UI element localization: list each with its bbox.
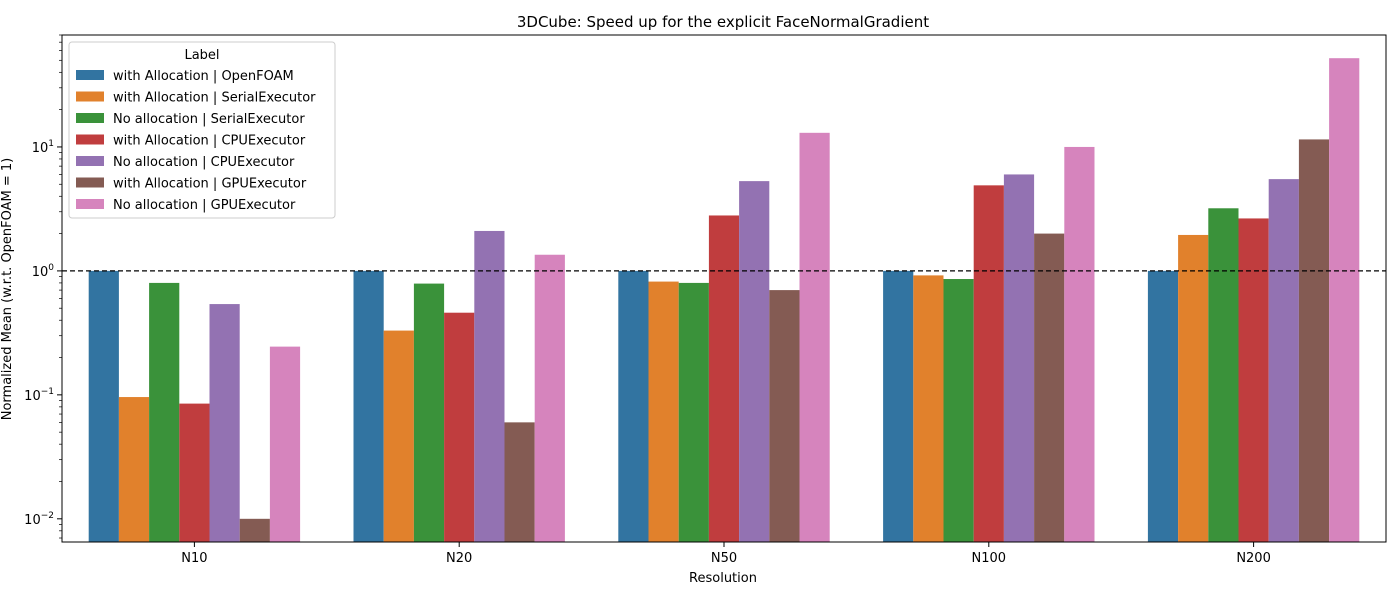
y-tick-label: 100 xyxy=(32,263,55,280)
legend-entry: with Allocation | SerialExecutor xyxy=(76,91,316,106)
bar xyxy=(534,254,565,543)
legend-swatch xyxy=(76,134,104,145)
bar xyxy=(1268,179,1299,543)
x-tick-label: N10 xyxy=(181,551,207,566)
legend-entry: No allocation | GPUExecutor xyxy=(76,198,296,213)
bar xyxy=(883,270,914,542)
bar xyxy=(353,270,384,542)
bar xyxy=(239,518,270,542)
legend-label: with Allocation | GPUExecutor xyxy=(113,177,307,192)
bar xyxy=(444,312,475,542)
bar xyxy=(708,215,740,542)
bar xyxy=(504,422,535,542)
y-tick-exponent: 1 xyxy=(48,139,54,149)
y-tick-base: 10 xyxy=(32,265,49,280)
bar xyxy=(149,282,180,542)
bar xyxy=(1178,234,1209,542)
bar xyxy=(118,397,150,542)
bar xyxy=(1329,58,1360,542)
bar xyxy=(913,275,944,542)
bars-group xyxy=(88,58,1360,543)
bar xyxy=(769,290,800,542)
bar xyxy=(269,346,301,542)
bar xyxy=(1238,218,1269,542)
legend-frame xyxy=(68,41,336,219)
y-tick-label: 101 xyxy=(32,139,54,156)
x-axis-label: Resolution xyxy=(689,571,757,586)
legend-swatch xyxy=(76,113,104,123)
x-axis: N10 N20 N50 N100 N200 xyxy=(181,542,1271,566)
legend-entry: with Allocation | GPUExecutor xyxy=(76,177,307,192)
bar xyxy=(973,185,1004,542)
x-tick-label: N200 xyxy=(1236,551,1271,566)
bar xyxy=(648,281,679,542)
legend-entry: No allocation | SerialExecutor xyxy=(76,112,305,127)
legend-label: with Allocation | CPUExecutor xyxy=(113,134,306,149)
bar xyxy=(678,282,709,542)
bar xyxy=(618,270,649,542)
y-tick-exponent: −2 xyxy=(41,511,54,521)
y-tick-exponent: −1 xyxy=(41,387,54,397)
x-tick-label: N50 xyxy=(711,551,737,566)
bar xyxy=(474,230,505,543)
chart-title: 3DCube: Speed up for the explicit FaceNo… xyxy=(517,13,929,31)
bar xyxy=(739,181,770,542)
bar xyxy=(383,330,414,542)
x-tick-label: N100 xyxy=(972,551,1007,566)
bar xyxy=(799,132,830,542)
legend-entry: with Allocation | CPUExecutor xyxy=(76,134,306,149)
y-tick-exponent: 0 xyxy=(48,263,54,273)
legend-label: No allocation | SerialExecutor xyxy=(113,112,305,127)
bar xyxy=(1064,146,1095,542)
bar xyxy=(1208,208,1239,542)
y-tick-label: 10−2 xyxy=(24,511,54,528)
legend-label: No allocation | CPUExecutor xyxy=(113,155,295,170)
y-tick-base: 10 xyxy=(24,513,41,528)
legend-swatch xyxy=(76,91,104,102)
bar xyxy=(943,279,974,542)
bar xyxy=(413,283,445,542)
x-tick-label: N20 xyxy=(446,551,472,566)
legend-entry: with Allocation | OpenFOAM xyxy=(76,69,294,84)
bar xyxy=(1298,139,1330,542)
bar xyxy=(1003,174,1035,542)
legend-label: No allocation | GPUExecutor xyxy=(113,198,296,213)
legend-label: with Allocation | SerialExecutor xyxy=(113,91,316,106)
legend-swatch xyxy=(76,177,104,188)
legend-title: Label xyxy=(184,48,219,63)
bar xyxy=(88,270,119,542)
legend-swatch xyxy=(76,70,104,80)
bar xyxy=(179,403,210,542)
legend-label: with Allocation | OpenFOAM xyxy=(113,69,294,84)
legend-entry: No allocation | CPUExecutor xyxy=(76,155,295,170)
legend-entries: with Allocation | OpenFOAM with Allocatio… xyxy=(76,69,316,213)
bar xyxy=(1147,270,1179,542)
legend-swatch xyxy=(76,156,104,166)
bar xyxy=(209,304,240,542)
y-tick-base: 10 xyxy=(24,389,41,404)
legend-swatch xyxy=(76,199,104,209)
y-tick-base: 10 xyxy=(32,141,49,156)
y-tick-label: 10−1 xyxy=(24,387,54,404)
bar xyxy=(1034,233,1065,542)
y-axis-label: Normalized Mean (w.r.t. OpenFOAM = 1) xyxy=(0,158,15,421)
